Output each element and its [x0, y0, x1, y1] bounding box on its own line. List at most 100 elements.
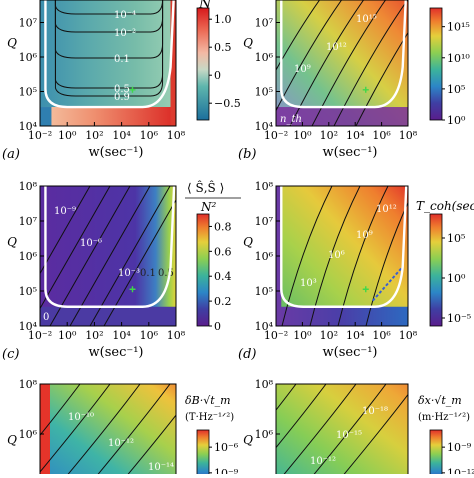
colorbar-tick-label: 0.2 [214, 295, 232, 308]
x-tick-label: 10⁸ [167, 129, 186, 142]
x-axis-label: w(sec⁻¹) [89, 145, 144, 160]
x-tick-label: 10⁻² [28, 129, 52, 142]
contour-label: 10¹² [326, 42, 347, 53]
heatmap-fill [276, 384, 408, 478]
y-tick-label: 10⁴ [255, 320, 274, 333]
x-tick-label: 10⁶ [140, 129, 159, 142]
x-tick-label: 10⁶ [372, 129, 391, 142]
panel-label: (d) [238, 347, 256, 362]
x-axis-label: w(sec⁻¹) [323, 345, 378, 360]
contour-line [280, 384, 357, 478]
y-tick-label: 10⁶ [19, 51, 38, 64]
colorbar-tick-label: 10⁻⁹ [214, 467, 239, 474]
y-tick-label: 10⁶ [255, 428, 274, 441]
x-tick-label: 10⁴ [346, 329, 365, 342]
contour-label: 0.5 [114, 84, 130, 95]
contour-line [124, 414, 176, 478]
colorbar-tick-label: 0.8 [214, 220, 232, 233]
x-axis-label: w(sec⁻¹) [89, 345, 144, 360]
y-tick-label: 10⁶ [19, 428, 38, 441]
colorbar-tick-label: 1.0 [214, 13, 232, 26]
heatmap-fill [40, 186, 176, 326]
y-tick-label: 10⁷ [19, 215, 38, 228]
contour-label: 10⁹ [294, 64, 311, 75]
contour-line [54, 0, 164, 59]
x-tick-label: 10⁸ [167, 329, 186, 342]
contour-label: 0.9 [114, 92, 130, 103]
colorbar-title-denominator: N² [200, 200, 217, 214]
plot-area-c: 10⁻⁹ 10⁻⁶ 10⁻³ 0.1 0.5 0 [40, 186, 176, 326]
y-axis-label: Q [243, 36, 253, 50]
y-axis-label: Q [243, 235, 253, 249]
colorbar-tick-label: −0.5 [214, 97, 241, 110]
contour-label: 10⁻³ [118, 268, 140, 279]
colorbar-tick-label: 10⁵ [447, 83, 465, 96]
colorbar-tick-label: 0.6 [214, 245, 232, 258]
contour-line [276, 0, 321, 71]
plot-area-f: 10⁻¹⁸ 10⁻¹⁵ 10⁻¹² [276, 384, 408, 478]
stability-boundary [44, 186, 176, 308]
heatmap-region-high [40, 0, 176, 126]
x-tick-label: 10⁰ [293, 129, 312, 142]
x-tick-label: 10⁴ [346, 129, 365, 142]
contour-line [276, 0, 343, 112]
plot-frame [275, 0, 409, 127]
x-tick-label: 10² [85, 129, 103, 142]
plot-frame [39, 0, 177, 127]
contour-label: 10⁻⁴ [114, 10, 136, 21]
y-tick-label: 10⁷ [255, 215, 274, 228]
panel-label: (b) [238, 147, 256, 162]
colorbar-d: 10⁵ 10⁰ 10⁻⁵ T_coh(sec) [416, 199, 474, 327]
colorbar-title: N [198, 0, 212, 12]
contour-label: 10³ [300, 278, 317, 289]
plot-area-b: 10⁹ 10¹² 10¹⁵ n_th [276, 0, 408, 127]
dashed-boundary [371, 266, 404, 302]
contour-label: 0 [43, 312, 49, 323]
colorbar-tick-label: 0.5 [214, 41, 232, 54]
contour-label: 0.5 [158, 268, 174, 279]
contour-line [40, 186, 111, 310]
plot-area-e: 10⁻¹⁰ 10⁻¹² 10⁻¹⁴ [40, 384, 176, 478]
contour-line [40, 186, 91, 275]
contour-line [276, 384, 297, 411]
heatmap-region-edge [170, 0, 176, 126]
contour-line [54, 0, 164, 97]
stability-boundary [44, 0, 175, 109]
panel-e: 10⁻¹⁰ 10⁻¹² 10⁻¹⁴ 10⁶ 10⁸ Q 10⁻⁶ 10⁻⁹ δB·√t_m (T·… [7, 378, 239, 478]
colorbar-tick-label: 10⁵ [447, 232, 465, 245]
contour-line [64, 384, 141, 478]
contour-line [311, 0, 387, 127]
y-tick-label: 10⁸ [255, 378, 274, 391]
plot-area-d: 10³ 10⁶ 10⁹ 10¹² [276, 186, 408, 326]
contour-line [54, 0, 164, 33]
x-tick-label: 10⁻² [28, 329, 52, 342]
colorbar-tick-label: 0 [214, 320, 221, 333]
heatmap-region-low [40, 306, 176, 326]
colorbar-tick-label: 10⁻⁹ [447, 441, 472, 454]
colorbar-title: ⟨ Ŝ,Ŝ ⟩ [187, 179, 224, 195]
x-tick-label: 10² [320, 329, 338, 342]
y-tick-label: 10⁵ [19, 285, 37, 298]
colorbar-c: 0.8 0.6 0.4 0.2 0 ⟨ Ŝ,Ŝ ⟩ N² [185, 179, 241, 333]
contour-label: 10⁻¹² [310, 456, 336, 467]
colorbar-tick-label: 10⁰ [447, 272, 466, 285]
contour-line [103, 198, 176, 326]
contour-label: 10¹² [376, 204, 397, 215]
plot-area-a: 10⁻⁴ 10⁻² 0.1 0.50.9 [40, 0, 176, 126]
contour-line [40, 384, 81, 437]
x-tick-label: 10⁰ [58, 129, 77, 142]
heatmap-region-low [276, 306, 408, 326]
operating-point-marker [129, 86, 136, 93]
contour-label: 10⁻¹⁴ [148, 462, 174, 473]
colorbar-title: δx·√t_m [418, 394, 462, 407]
contour-label: 10⁻⁹ [54, 206, 76, 217]
y-tick-label: 10⁸ [19, 378, 38, 391]
stability-boundary [280, 186, 408, 308]
colorbar-tick-label: 10⁰ [447, 114, 466, 127]
stability-boundary [280, 0, 407, 109]
x-tick-label: 10⁰ [58, 329, 77, 342]
y-axis-label: Q [7, 235, 17, 249]
contour-line [40, 384, 111, 473]
y-axis-label: Q [243, 433, 253, 447]
